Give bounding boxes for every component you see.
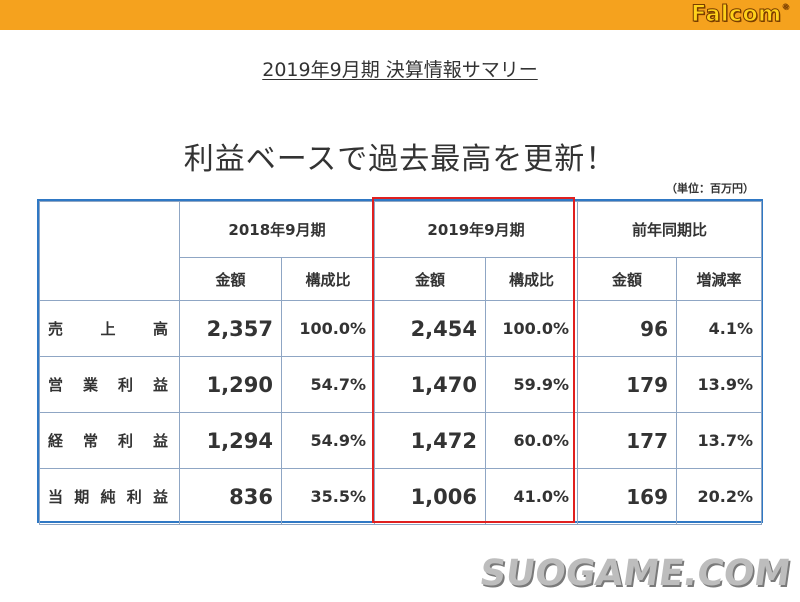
corner-cell — [39, 201, 180, 301]
group-header-fy2019: 2019年9月期 — [374, 201, 578, 258]
cell-amount-yoy: 169 — [577, 468, 677, 525]
cell-amount-yoy: 179 — [577, 356, 677, 413]
row-label: 売 上 高 — [39, 300, 180, 357]
cell-amount-2018: 1,290 — [179, 356, 282, 413]
cell-amount-2019: 1,472 — [374, 412, 486, 469]
unit-note: （単位：百万円） — [666, 182, 754, 195]
row-label: 経 常 利 益 — [39, 412, 180, 469]
cell-amount-2018: 2,357 — [179, 300, 282, 357]
row-label: 営 業 利 益 — [39, 356, 180, 413]
subheader: 金額 — [179, 257, 282, 301]
watermark: SUOGAME.COM — [476, 553, 793, 594]
cell-ratio-2019: 59.9% — [485, 356, 578, 413]
cell-change-rate: 13.9% — [675, 356, 763, 413]
cell-amount-2019: 2,454 — [374, 300, 486, 357]
cell-ratio-2018: 100.0% — [281, 300, 375, 357]
cell-ratio-2018: 54.9% — [281, 412, 375, 469]
subheader: 金額 — [577, 257, 677, 301]
cell-ratio-2018: 35.5% — [281, 468, 375, 525]
cell-ratio-2019: 100.0% — [485, 300, 578, 357]
table-row-operating-income: 営 業 利 益 1,290 54.7% 1,470 59.9% 179 13.9… — [39, 356, 763, 413]
cell-ratio-2019: 60.0% — [485, 412, 578, 469]
cell-amount-2019: 1,006 — [374, 468, 486, 525]
table-row-sales: 売 上 高 2,357 100.0% 2,454 100.0% 96 4.1% — [39, 300, 763, 357]
cell-amount-2018: 836 — [179, 468, 282, 525]
row-label: 当 期 純 利 益 — [39, 468, 180, 525]
summary-title: 2019年9月期 決算情報サマリー — [262, 59, 538, 81]
group-header-yoy: 前年同期比 — [576, 201, 763, 258]
table-row-ordinary-income: 経 常 利 益 1,294 54.9% 1,472 60.0% 177 13.7… — [39, 412, 763, 469]
cell-amount-yoy: 177 — [577, 412, 677, 469]
results-table: 2018年9月期 2019年9月期 前年同期比 金額 構成比 金額 構成比 金額… — [37, 199, 763, 525]
group-header-fy2018: 2018年9月期 — [179, 201, 375, 258]
headline: 利益ベースで過去最高を更新！ — [183, 142, 617, 177]
subheader: 構成比 — [485, 257, 578, 301]
cell-change-rate: 13.7% — [675, 412, 763, 469]
falcom-logo: Falcom® — [691, 2, 790, 28]
cell-ratio-2018: 54.7% — [281, 356, 375, 413]
table-row-net-income: 当 期 純 利 益 836 35.5% 1,006 41.0% 169 20.2… — [39, 468, 763, 525]
cell-change-rate: 20.2% — [675, 468, 763, 525]
subheader: 金額 — [374, 257, 486, 301]
top-bar: Falcom® — [0, 0, 800, 30]
cell-change-rate: 4.1% — [675, 300, 763, 357]
subheader: 増減率 — [675, 257, 763, 301]
cell-amount-yoy: 96 — [577, 300, 677, 357]
cell-ratio-2019: 41.0% — [485, 468, 578, 525]
subheader: 構成比 — [281, 257, 375, 301]
cell-amount-2019: 1,470 — [374, 356, 486, 413]
cell-amount-2018: 1,294 — [179, 412, 282, 469]
